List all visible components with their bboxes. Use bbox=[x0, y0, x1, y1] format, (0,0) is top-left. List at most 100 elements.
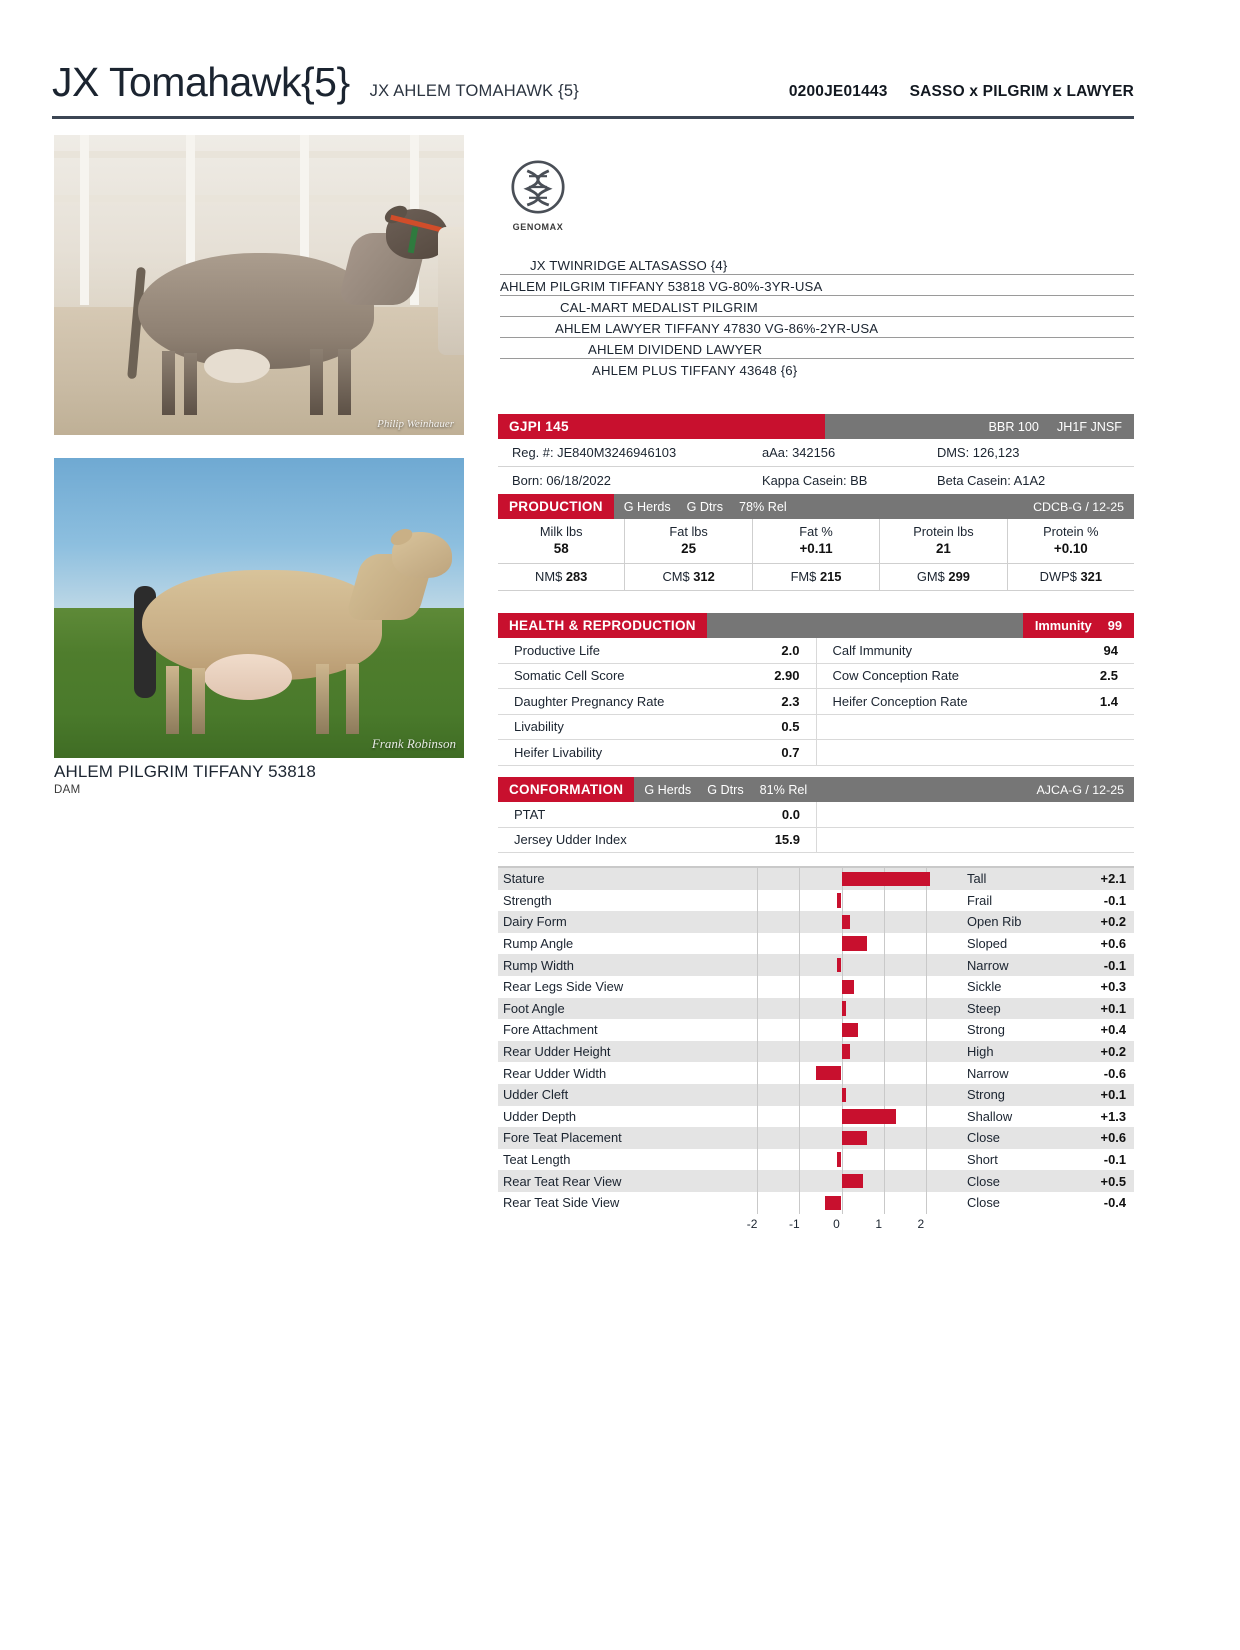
grid-line bbox=[757, 889, 759, 912]
grid-line bbox=[757, 868, 759, 890]
trait-bar bbox=[841, 1001, 846, 1016]
photo-caption-role: DAM bbox=[54, 784, 81, 796]
bull-long-name: JX AHLEM TOMAHAWK {5} bbox=[369, 82, 579, 100]
trait-name: Dairy Form bbox=[503, 914, 567, 930]
axis-tick-label: -1 bbox=[788, 1216, 800, 1231]
grid-line bbox=[799, 868, 801, 890]
linear-trait-row: Teat Length Short -0.1 bbox=[498, 1148, 1134, 1171]
trait-value: +0.10 bbox=[1053, 541, 1088, 557]
health-label: Heifer Livability bbox=[514, 744, 603, 760]
trait-value: +0.2 bbox=[1100, 914, 1126, 930]
trait-descriptor: Open Rib bbox=[967, 914, 1022, 930]
grid-line bbox=[925, 1083, 927, 1106]
grid-line bbox=[757, 997, 759, 1020]
trait-plot bbox=[736, 954, 947, 976]
grid-line bbox=[757, 932, 759, 955]
trait-descriptor: High bbox=[967, 1044, 994, 1060]
grid-line bbox=[883, 997, 885, 1020]
health-value: 2.0 bbox=[781, 642, 800, 658]
trait-name: Rear Teat Side View bbox=[503, 1195, 620, 1211]
production-cell: Fat lbs 25 bbox=[625, 519, 753, 564]
health-label: Productive Life bbox=[514, 642, 600, 658]
merit-label: FM$ bbox=[790, 569, 817, 585]
trait-name: Rear Teat Rear View bbox=[503, 1173, 622, 1189]
pedigree-text: AHLEM PILGRIM TIFFANY 53818 VG-80%-3YR-U… bbox=[500, 279, 823, 294]
grid-line bbox=[799, 1083, 801, 1106]
linear-trait-row: Udder Cleft Strong +0.1 bbox=[498, 1083, 1134, 1106]
trait-descriptor: Strong bbox=[967, 1022, 1005, 1038]
trait-name: Rear Legs Side View bbox=[503, 979, 624, 995]
chart-axis: -2 -1 0 1 2 bbox=[498, 1214, 1134, 1236]
linear-trait-row: Rump Width Narrow -0.1 bbox=[498, 954, 1134, 976]
health-value: 2.3 bbox=[781, 693, 800, 709]
trait-name: Rear Udder Width bbox=[503, 1065, 607, 1081]
grid-line bbox=[883, 1170, 885, 1192]
grid-line bbox=[925, 954, 927, 976]
trait-plot bbox=[736, 1083, 947, 1106]
grid-line bbox=[799, 1127, 801, 1149]
grid-line bbox=[925, 1040, 927, 1063]
health-value: 94 bbox=[1103, 642, 1118, 658]
health-row: Livability 0.5 bbox=[498, 714, 1134, 740]
grid-line bbox=[757, 1105, 759, 1128]
grid-line bbox=[883, 954, 885, 976]
trait-plot bbox=[736, 868, 947, 890]
trait-bar bbox=[841, 1087, 846, 1102]
trait-value: +0.11 bbox=[799, 541, 833, 557]
axis-tick-label: 1 bbox=[875, 1216, 883, 1231]
trait-value: +1.3 bbox=[1100, 1108, 1126, 1124]
merit-value: 215 bbox=[819, 569, 842, 585]
trait-plot bbox=[736, 975, 947, 998]
trait-bar bbox=[824, 1195, 842, 1210]
grid-line bbox=[757, 911, 759, 933]
production-title: PRODUCTION bbox=[498, 494, 614, 519]
bull-photo: Philip Weinhauer bbox=[54, 135, 464, 435]
production-panel: PRODUCTION G Herds G Dtrs 78% Rel CDCB-G… bbox=[498, 494, 1134, 592]
axis-tick-label: -2 bbox=[746, 1216, 758, 1231]
trait-plot bbox=[736, 1191, 947, 1214]
pedigree-row: AHLEM PLUS TIFFANY 43648 {6} bbox=[500, 363, 1134, 380]
grid-line bbox=[925, 1127, 927, 1149]
trait-label: Milk lbs bbox=[539, 524, 583, 539]
linear-trait-row: Foot Angle Steep +0.1 bbox=[498, 997, 1134, 1020]
trait-descriptor: Steep bbox=[967, 1000, 1001, 1016]
linear-trait-row: Dairy Form Open Rib +0.2 bbox=[498, 911, 1134, 933]
grid-line bbox=[841, 889, 843, 912]
grid-line bbox=[841, 1191, 843, 1214]
pedigree-row: AHLEM LAWYER TIFFANY 47830 VG-86%-2YR-US… bbox=[500, 321, 1134, 338]
merit-label: NM$ bbox=[535, 569, 563, 585]
health-label: Heifer Conception Rate bbox=[832, 693, 968, 709]
merit-cell: FM$ 215 bbox=[753, 564, 881, 591]
trait-plot bbox=[736, 932, 947, 955]
trait-plot bbox=[736, 1105, 947, 1128]
conformation-row: Jersey Udder Index 15.9 bbox=[498, 827, 1134, 853]
health-value: 1.4 bbox=[1099, 693, 1118, 709]
grid-line bbox=[799, 1170, 801, 1192]
trait-plot bbox=[736, 889, 947, 912]
trait-bar bbox=[841, 1044, 850, 1059]
pedigree-row: CAL-MART MEDALIST PILGRIM bbox=[500, 300, 1134, 317]
production-cell: Protein lbs 21 bbox=[880, 519, 1008, 564]
production-meta-rel: 78% Rel bbox=[739, 499, 787, 514]
trait-value: +0.6 bbox=[1100, 936, 1126, 952]
birth-date: Born: 06/18/2022 bbox=[512, 473, 611, 488]
grid-line bbox=[883, 911, 885, 933]
aaa-code: aAa: 342156 bbox=[762, 445, 836, 460]
grid-line bbox=[757, 975, 759, 998]
grid-line bbox=[925, 1191, 927, 1214]
linear-trait-row: Rear Teat Side View Close -0.4 bbox=[498, 1191, 1134, 1214]
dam-photo: Frank Robinson bbox=[54, 458, 464, 758]
merit-label: CM$ bbox=[662, 569, 690, 585]
grid-line bbox=[925, 975, 927, 998]
merit-value: 299 bbox=[948, 569, 970, 585]
linear-trait-row: Fore Attachment Strong +0.4 bbox=[498, 1019, 1134, 1041]
grid-line bbox=[799, 932, 801, 955]
production-cell: Protein % +0.10 bbox=[1008, 519, 1134, 563]
genomax-label: GENOMAX bbox=[512, 222, 564, 232]
id-row-birth: Born: 06/18/2022 Kappa Casein: BB Beta C… bbox=[498, 467, 1134, 494]
merit-cell: GM$ 299 bbox=[880, 564, 1008, 591]
genomax-logo: GENOMAX bbox=[498, 160, 578, 232]
dms-code: DMS: 126,123 bbox=[937, 445, 1020, 460]
production-cell: Fat % +0.11 bbox=[753, 519, 881, 564]
grid-line bbox=[925, 997, 927, 1020]
